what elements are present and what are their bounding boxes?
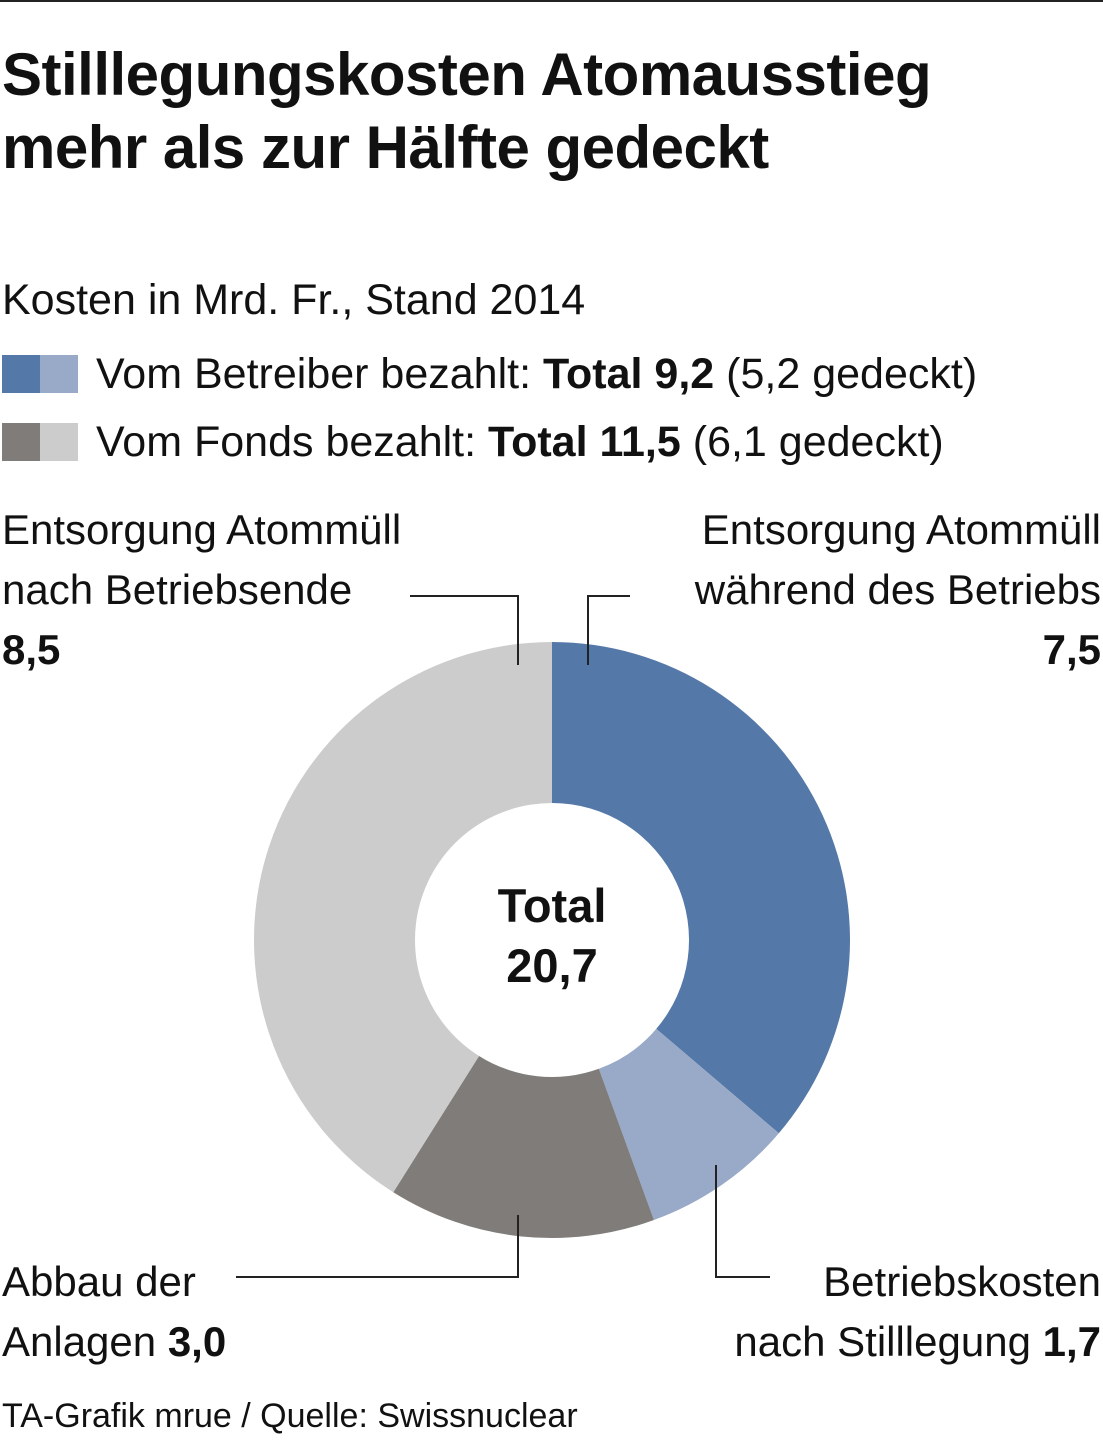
- donut-slice-1: [552, 642, 850, 1134]
- donut-slice-3: [393, 1055, 654, 1238]
- legend-swatch-dark: [2, 355, 40, 393]
- value-entsorgung-waehrend: 7,5: [1042, 626, 1101, 673]
- center-total: Total 20,7: [452, 876, 652, 996]
- leader-line-entsorgung-waehrend: [587, 595, 630, 665]
- center-total-value: 20,7: [506, 939, 598, 992]
- value-abbau: 3,0: [167, 1318, 227, 1365]
- legend-item-betreiber: Vom Betreiber bezahlt: Total 9,2 (5,2 ge…: [2, 346, 977, 402]
- value-entsorgung-nach: 8,5: [2, 626, 61, 673]
- label-abbau-anlagen: Abbau der Anlagen 3,0: [2, 1258, 227, 1365]
- title-line-1: Stilllegungskosten Atomausstieg: [2, 41, 932, 108]
- legend-swatch-dark: [2, 423, 40, 461]
- label-entsorgung-nach-betriebsende: Entsorgung Atommüll nach Betriebsende 8,…: [2, 506, 402, 673]
- label-entsorgung-waehrend-betrieb: Entsorgung Atommüll während des Betriebs…: [694, 506, 1101, 673]
- legend-swatch-light: [40, 355, 78, 393]
- legend-item-fonds: Vom Fonds bezahlt: Total 11,5 (6,1 gedec…: [2, 414, 944, 470]
- donut-slice-2: [598, 1028, 779, 1221]
- source-credit: TA-Grafik mrue / Quelle: Swissnuclear: [2, 1397, 578, 1435]
- leader-line-entsorgung-nach: [410, 595, 519, 665]
- top-rule: [0, 0, 1103, 2]
- leader-lines: [236, 595, 770, 1278]
- chart-subtitle: Kosten in Mrd. Fr., Stand 2014: [2, 276, 586, 324]
- legend-label: Vom Betreiber bezahlt: Total 9,2 (5,2 ge…: [96, 349, 978, 398]
- center-total-label: Total: [497, 879, 607, 932]
- donut-slice-4: [254, 642, 552, 1193]
- value-betriebskosten: 1,7: [1042, 1318, 1101, 1365]
- leader-line-betriebskosten: [715, 1165, 770, 1278]
- title-line-2: mehr als zur Hälfte gedeckt: [2, 114, 769, 181]
- donut-slices: [254, 642, 850, 1238]
- label-betriebskosten: Betriebskosten nach Stilllegung 1,7: [734, 1258, 1101, 1365]
- chart-title: Stilllegungskosten Atomausstieg mehr als…: [2, 38, 1102, 184]
- leader-line-abbau: [236, 1215, 519, 1278]
- legend-swatch-light: [40, 423, 78, 461]
- legend-label: Vom Fonds bezahlt: Total 11,5 (6,1 gedec…: [96, 417, 944, 466]
